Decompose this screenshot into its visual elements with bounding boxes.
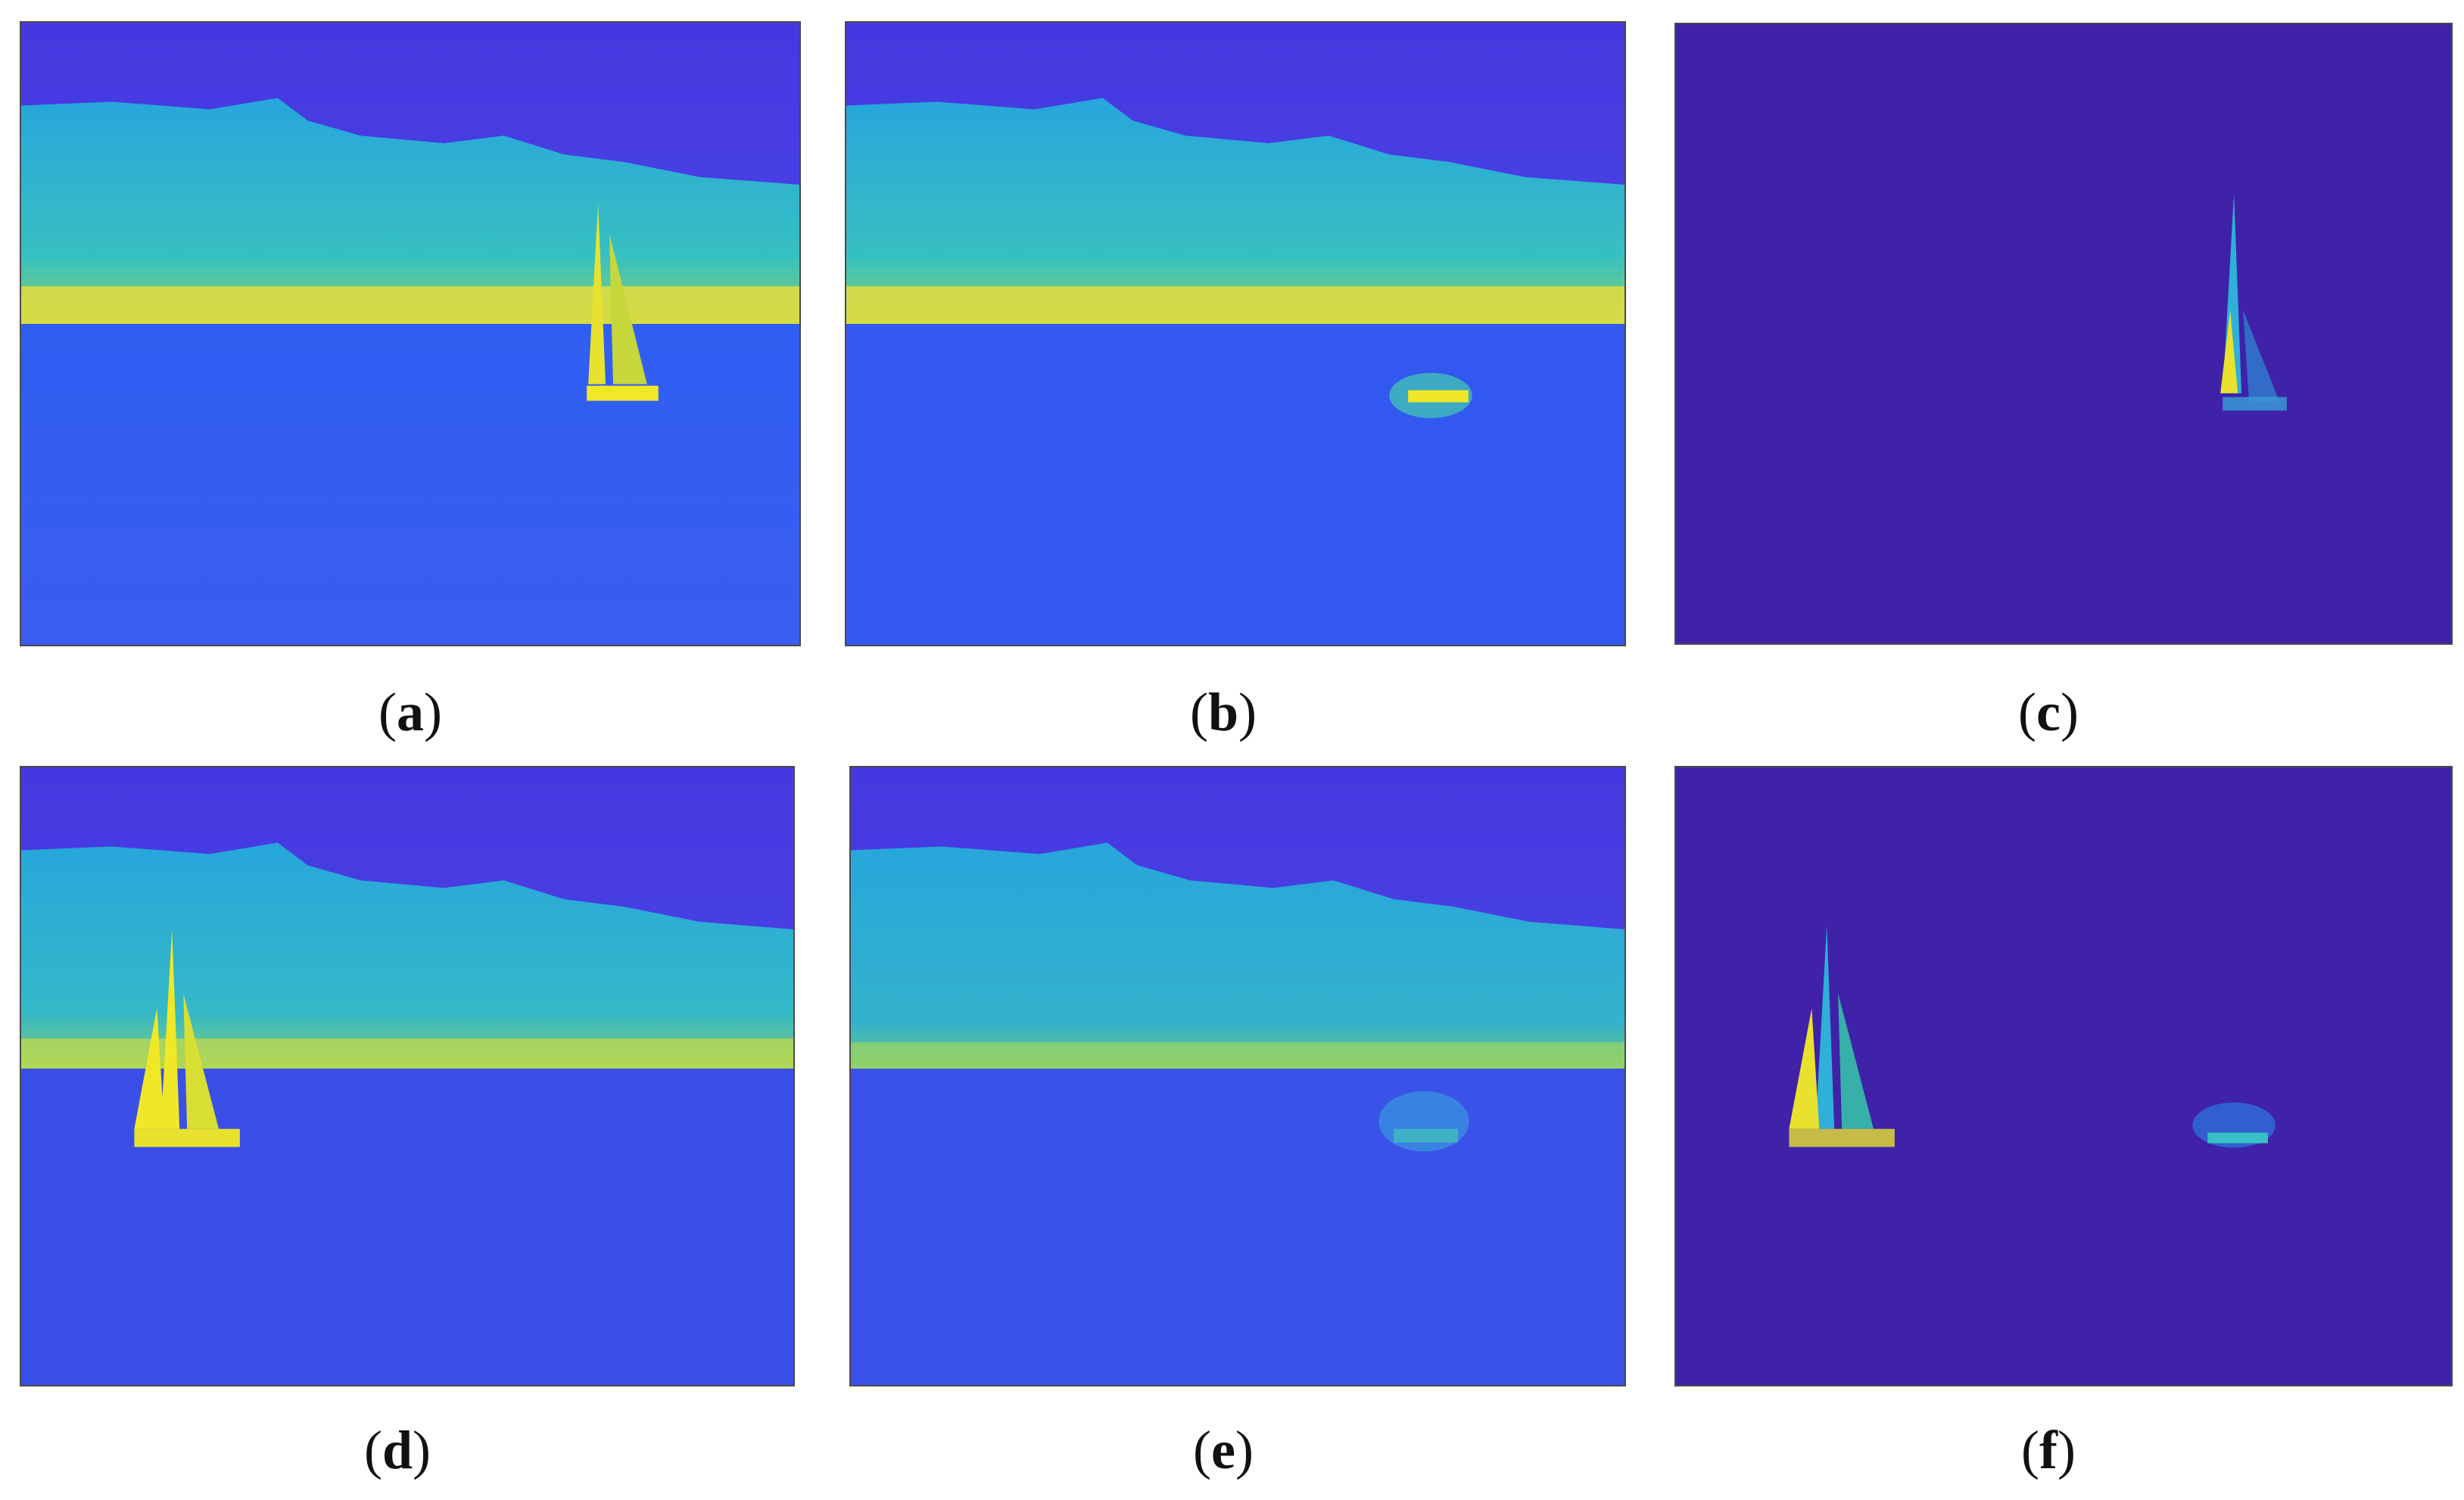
residual-image (1676, 767, 2451, 1385)
scene-image (21, 23, 799, 645)
panel-a-image (20, 21, 801, 646)
scene-image (846, 23, 1624, 645)
panel-f-image (1674, 766, 2453, 1386)
scene-image (851, 767, 1624, 1385)
scene-image (21, 767, 793, 1385)
panel-b-caption: (b) (1189, 682, 1257, 742)
panel-d-caption: (d) (363, 1420, 431, 1480)
panel-c-image (1674, 23, 2453, 645)
panel-e-image (849, 766, 1626, 1386)
panel-f-caption: (f) (2021, 1420, 2076, 1480)
panel-b-image (845, 21, 1626, 646)
residual-image (1676, 24, 2451, 643)
panel-e-caption: (e) (1193, 1420, 1254, 1480)
panel-c-caption: (c) (2018, 682, 2079, 742)
panel-d-image (20, 766, 795, 1386)
panel-a-caption: (a) (378, 682, 442, 742)
